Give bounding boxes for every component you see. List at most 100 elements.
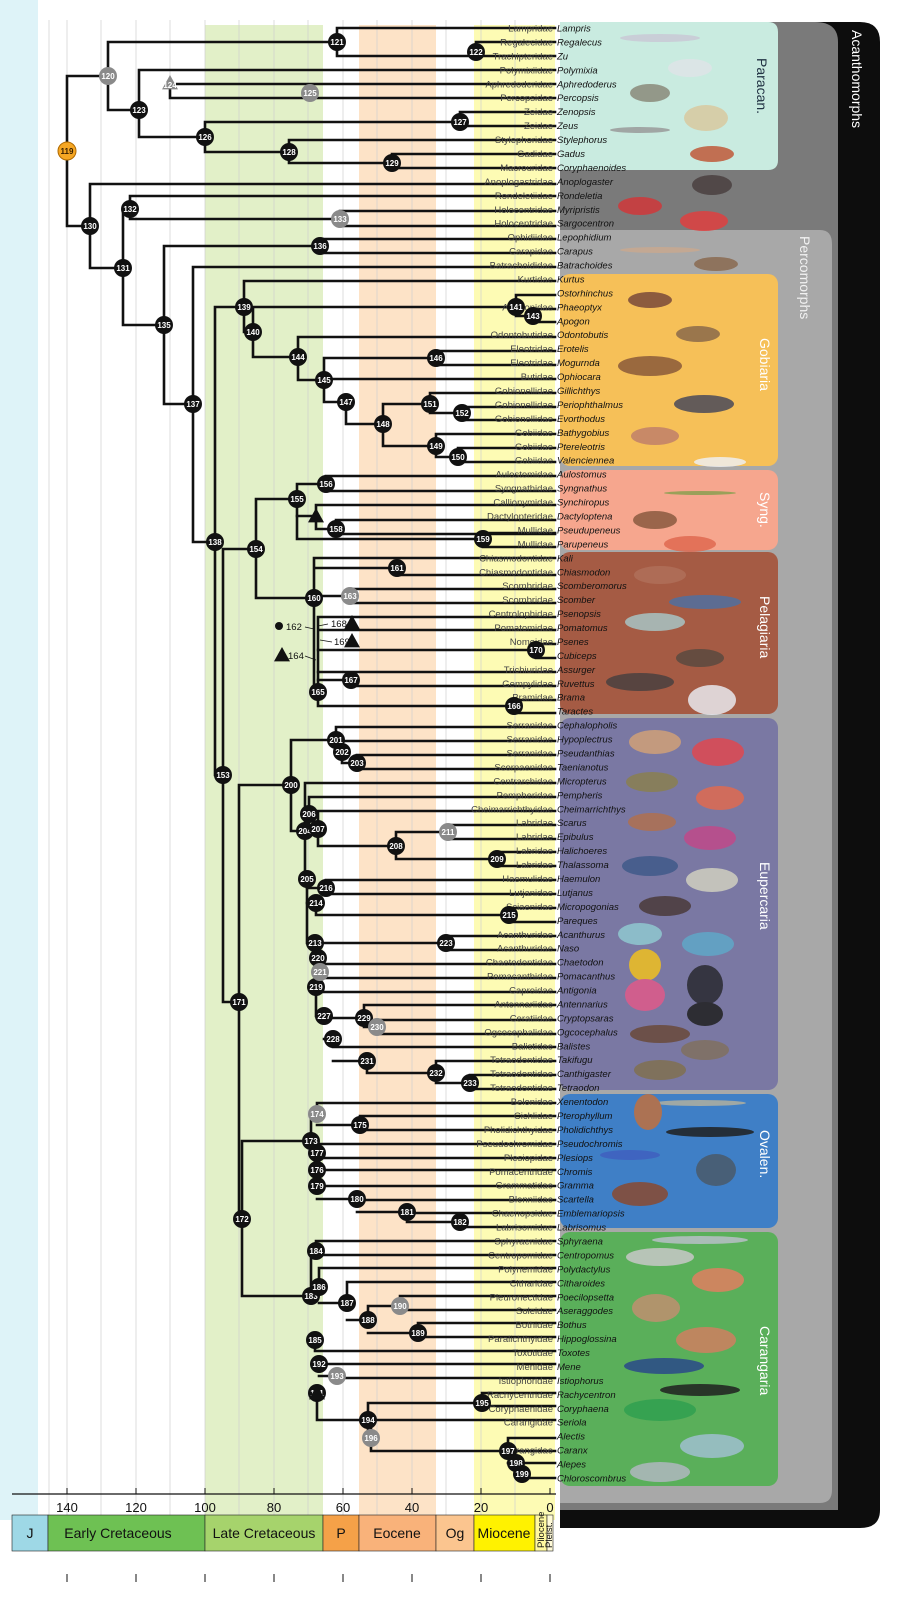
- node-label: 203: [350, 759, 364, 768]
- node-label: 208: [389, 842, 403, 851]
- node-label: 173: [304, 1137, 318, 1146]
- node-marker: [527, 641, 545, 659]
- node-185: 185: [306, 1331, 324, 1349]
- tip-family-label: Anoplogastridae: [484, 177, 553, 188]
- tip-genus-label: Taenianotus: [557, 762, 609, 773]
- tip-genus-label: Chromis: [557, 1167, 593, 1178]
- node-label: 127: [453, 118, 467, 127]
- tip-genus-label: Plesiops: [557, 1153, 593, 1164]
- node-label: 180: [350, 1195, 364, 1204]
- tip-family-label: Gobiidae: [515, 456, 553, 467]
- tip-genus-label: Acanthurus: [556, 930, 605, 941]
- node-label: 149: [429, 442, 443, 451]
- percomorphs-label: Percomorphs: [797, 236, 813, 319]
- tip-genus-label: Emblemariopsis: [557, 1209, 625, 1220]
- node-marker: [288, 490, 306, 508]
- node-label: 207: [311, 825, 325, 834]
- node-label: 175: [353, 1121, 367, 1130]
- tip-genus-label: Cheimarrichthys: [557, 804, 626, 815]
- node-marker: [327, 520, 345, 538]
- tip-family-label: Polymixiidae: [500, 65, 553, 76]
- node-label: 148: [376, 420, 390, 429]
- node-139: 139: [235, 298, 253, 316]
- tip-family-label: Sciaenidae: [506, 902, 553, 913]
- tip-family-label: Pomatomidae: [494, 623, 553, 634]
- tip-genus-label: Taractes: [557, 707, 593, 718]
- tip-genus-label: Myripristis: [557, 205, 600, 216]
- tip-family-label: Serranidae: [507, 735, 553, 746]
- node-190: 190: [391, 1297, 409, 1315]
- tip-genus-label: Ruvettus: [557, 679, 595, 690]
- node-marker: [524, 307, 542, 325]
- node-151: 151: [421, 395, 439, 413]
- tip-genus-label: Assurger: [556, 665, 596, 676]
- tip-genus-label: Tetraodon: [557, 1083, 599, 1094]
- node-label: 158: [329, 525, 343, 534]
- tip-genus-label: Apogon: [556, 316, 590, 327]
- tip-family-label: Holocentridae: [494, 219, 553, 230]
- tip-genus-label: Mogurnda: [557, 358, 600, 369]
- node-marker: [488, 850, 506, 868]
- tip-family-label: Serranidae: [507, 749, 553, 760]
- tip-family-label: Trichiuridae: [504, 665, 553, 676]
- tip-genus-label: Evorthodus: [557, 414, 605, 425]
- time-axis: 140 120 100 80 60 40 20 0: [12, 1488, 556, 1582]
- tip-genus-label: Seriola: [557, 1418, 587, 1429]
- tick-60: 60: [336, 1500, 350, 1515]
- node-label: 209: [490, 855, 504, 864]
- node-127: 127: [451, 113, 469, 131]
- node-label: 229: [357, 1014, 371, 1023]
- node-label: 121: [330, 38, 344, 47]
- tip-family-label: Labrisomidae: [496, 1223, 553, 1234]
- tip-genus-label: Stylephorus: [557, 135, 607, 146]
- node-154: 154: [247, 540, 265, 558]
- tip-genus-label: Pseudochromis: [557, 1139, 623, 1150]
- node-232: 232: [427, 1064, 445, 1082]
- tip-genus-label: Coryphaena: [557, 1404, 609, 1415]
- tip-genus-label: Brama: [557, 693, 585, 704]
- node-141: 141: [507, 298, 525, 316]
- tip-genus-label: Chloroscombrus: [557, 1474, 626, 1485]
- tip-genus-label: Percopsis: [557, 93, 599, 104]
- tip-genus-label: Synchiropus: [557, 498, 610, 509]
- tip-genus-label: Scarus: [557, 818, 587, 829]
- node-156: 156: [317, 475, 335, 493]
- tip-family-label: Carangidae: [504, 1446, 553, 1457]
- period-bar: J Early Cretaceous Late Cretaceous P Eoc…: [11, 1512, 555, 1552]
- period-pleistocene: Pleist.: [544, 1522, 555, 1548]
- node-marker: [305, 589, 323, 607]
- tip-genus-label: Hippoglossina: [557, 1334, 617, 1345]
- node-triangle-191: [309, 1385, 325, 1400]
- tip-family-label: Menidae: [517, 1362, 553, 1373]
- node-marker: [383, 154, 401, 172]
- tip-family-label: Toxotidae: [512, 1348, 553, 1359]
- node-130: 130: [81, 217, 99, 235]
- node-label: 204: [298, 827, 312, 836]
- node-marker: [358, 1052, 376, 1070]
- node-marker: [317, 879, 335, 897]
- tip-family-label: Blenniidae: [509, 1195, 553, 1206]
- node-label: 194: [361, 1416, 375, 1425]
- node-marker: [315, 1007, 333, 1025]
- tip-family-label: Gobionellidae: [495, 386, 553, 397]
- tip-genus-label: Mene: [557, 1362, 581, 1373]
- node-200: 200: [282, 776, 300, 794]
- node-label: 195: [475, 1399, 489, 1408]
- node-marker: [214, 766, 232, 784]
- node-label: 141: [509, 303, 523, 312]
- tip-family-label: Acanthuridae: [497, 930, 553, 941]
- node-165: 165: [309, 683, 327, 701]
- tip-labels: Lampridae Lampris Regalecidae Regalecus Trac…: [471, 24, 627, 1485]
- tip-family-label: Scombridae: [502, 595, 553, 606]
- node-triangle-124: [162, 75, 178, 90]
- tip-genus-label: Lutjanus: [557, 888, 593, 899]
- tip-genus-label: Alectis: [556, 1432, 585, 1443]
- tip-genus-label: Epibulus: [557, 832, 594, 843]
- node-144: 144: [289, 348, 307, 366]
- node-119: 119: [57, 141, 77, 161]
- node-136: 136: [311, 237, 329, 255]
- node-label: 131: [116, 264, 130, 273]
- node-158: 158: [327, 520, 345, 538]
- node-label: 189: [411, 1329, 425, 1338]
- node-marker: [309, 949, 327, 967]
